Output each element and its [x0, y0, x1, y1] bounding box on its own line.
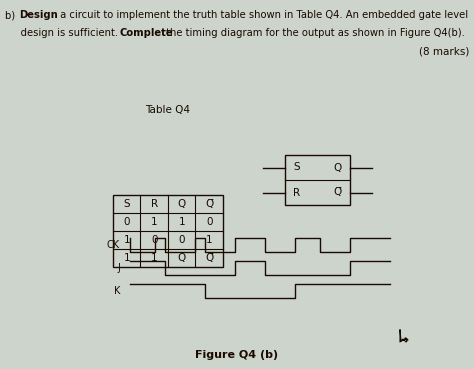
Bar	[285, 155, 350, 205]
Text: Q̅: Q̅	[334, 187, 342, 197]
Text: design is sufficient.: design is sufficient.	[5, 28, 121, 38]
Text: 1: 1	[151, 253, 157, 263]
Bar	[113, 195, 223, 267]
Text: 1: 1	[178, 217, 185, 227]
Text: J: J	[117, 263, 120, 273]
Text: 1: 1	[206, 235, 212, 245]
Text: K: K	[114, 286, 120, 296]
Text: 0: 0	[151, 235, 157, 245]
Text: 1: 1	[151, 217, 157, 227]
Text: Q: Q	[178, 253, 186, 263]
Text: 0: 0	[179, 235, 185, 245]
Text: 1: 1	[123, 235, 130, 245]
Text: CK: CK	[107, 240, 120, 250]
Text: Table Q4: Table Q4	[146, 105, 191, 115]
Text: b): b)	[5, 10, 21, 20]
Text: R: R	[293, 187, 300, 197]
Text: S: S	[123, 199, 130, 209]
Text: the timing diagram for the output as shown in Figure Q4(b).: the timing diagram for the output as sho…	[163, 28, 465, 38]
Text: 0: 0	[124, 217, 130, 227]
Text: Q: Q	[334, 162, 342, 172]
Text: Figure Q4 (b): Figure Q4 (b)	[195, 350, 279, 360]
Text: Q̅: Q̅	[205, 253, 213, 263]
Text: Complete: Complete	[120, 28, 173, 38]
Text: a circuit to implement the truth table shown in Table Q4. An embedded gate level: a circuit to implement the truth table s…	[57, 10, 468, 20]
Text: 1: 1	[123, 253, 130, 263]
Text: (8 marks): (8 marks)	[419, 46, 469, 56]
Text: S: S	[293, 162, 300, 172]
Text: 0: 0	[206, 217, 212, 227]
Text: Q̅: Q̅	[205, 199, 213, 209]
Text: Q: Q	[178, 199, 186, 209]
Text: Design: Design	[19, 10, 58, 20]
Text: R: R	[151, 199, 158, 209]
